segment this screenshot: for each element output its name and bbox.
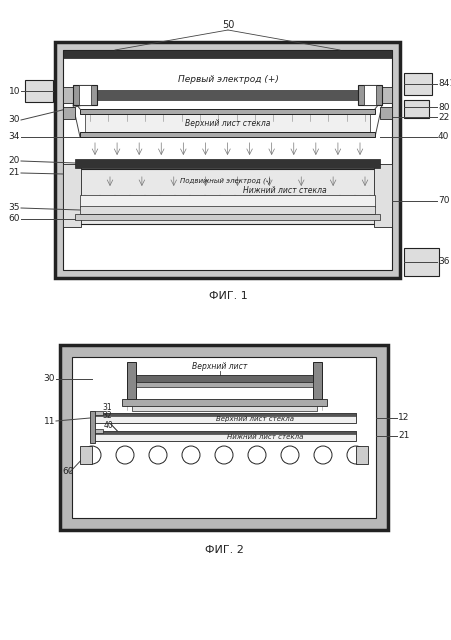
Bar <box>92 431 355 434</box>
Bar <box>75 214 379 220</box>
Bar <box>363 85 375 105</box>
Bar <box>403 100 428 118</box>
Text: 60: 60 <box>62 467 74 477</box>
Text: 20: 20 <box>9 157 20 166</box>
Bar <box>373 164 391 227</box>
Bar <box>80 109 374 114</box>
Bar <box>72 357 375 518</box>
Text: 70: 70 <box>437 196 448 205</box>
Text: ФИГ. 2: ФИГ. 2 <box>204 545 243 555</box>
Bar <box>403 73 431 95</box>
Bar <box>403 248 438 276</box>
Bar <box>127 362 136 399</box>
Bar <box>63 107 75 119</box>
Text: 11: 11 <box>43 417 55 426</box>
Text: 10: 10 <box>9 86 20 95</box>
Bar <box>75 159 379 168</box>
Bar <box>63 50 391 58</box>
Text: 35: 35 <box>9 204 20 212</box>
Bar <box>371 87 391 103</box>
Bar <box>72 169 382 224</box>
Text: Нижний лист стекла: Нижний лист стекла <box>243 186 326 195</box>
Bar <box>90 411 95 443</box>
Text: Верхний лист: Верхний лист <box>192 362 247 371</box>
Bar <box>63 87 83 103</box>
Text: ФИГ. 1: ФИГ. 1 <box>208 291 247 301</box>
Bar <box>73 85 97 105</box>
Bar <box>136 382 312 387</box>
Bar <box>25 80 53 102</box>
Circle shape <box>313 446 331 464</box>
Text: Верхний лист стекла: Верхний лист стекла <box>185 120 270 129</box>
Text: 12: 12 <box>397 413 409 422</box>
Bar <box>63 50 391 270</box>
Text: Первый электрод (+): Первый электрод (+) <box>177 76 278 84</box>
Bar <box>136 375 312 382</box>
Circle shape <box>248 446 265 464</box>
Bar <box>97 90 357 100</box>
Text: 31: 31 <box>102 403 111 412</box>
Text: 32: 32 <box>102 410 111 419</box>
Text: 40: 40 <box>437 132 448 141</box>
Text: 22: 22 <box>437 113 448 122</box>
Bar <box>85 114 369 132</box>
Text: 30: 30 <box>43 374 55 383</box>
Circle shape <box>281 446 299 464</box>
Bar <box>379 107 391 119</box>
Bar <box>60 345 387 530</box>
Bar <box>92 413 355 416</box>
Circle shape <box>83 446 101 464</box>
Bar <box>95 411 103 415</box>
Text: 21: 21 <box>9 168 20 177</box>
Text: 21: 21 <box>397 431 409 440</box>
Text: 36: 36 <box>437 257 448 266</box>
Text: 34: 34 <box>9 132 20 141</box>
Circle shape <box>182 446 199 464</box>
Bar <box>80 206 374 214</box>
Bar <box>357 85 381 105</box>
Bar <box>80 195 374 207</box>
Bar <box>79 85 91 105</box>
Text: 50: 50 <box>221 20 234 30</box>
Bar <box>92 431 355 441</box>
Bar <box>95 429 103 433</box>
Text: Нижний лист стекла: Нижний лист стекла <box>226 434 303 440</box>
Bar <box>132 406 316 411</box>
Text: 40: 40 <box>104 420 114 429</box>
Circle shape <box>346 446 364 464</box>
Text: Подвижный электрод (-): Подвижный электрод (-) <box>179 178 271 184</box>
Bar <box>63 164 81 227</box>
Bar <box>355 446 367 464</box>
Bar <box>312 362 321 399</box>
Bar <box>80 132 374 137</box>
Circle shape <box>149 446 166 464</box>
Bar <box>80 446 92 464</box>
Bar <box>92 413 355 423</box>
Circle shape <box>116 446 133 464</box>
Text: 30: 30 <box>9 115 20 125</box>
Bar <box>122 399 326 406</box>
Bar <box>55 42 399 278</box>
Text: 80: 80 <box>437 102 448 111</box>
Text: 841: 841 <box>437 79 451 88</box>
Circle shape <box>215 446 232 464</box>
Text: 60: 60 <box>9 214 20 223</box>
Text: Верхний лист стекла: Верхний лист стекла <box>216 416 293 422</box>
